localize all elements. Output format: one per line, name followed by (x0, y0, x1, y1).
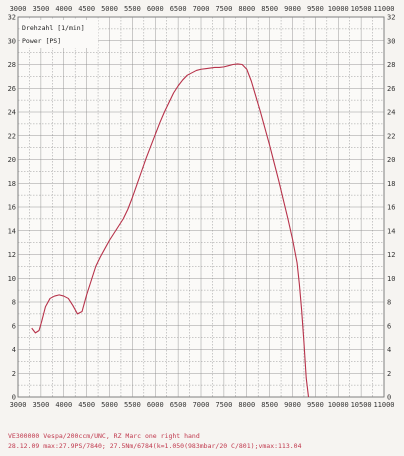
legend-entry-rpm: Drehzahl [1/min] (22, 24, 85, 32)
y-tick-label: 2 (387, 370, 391, 378)
x-tick-label: 6000 (147, 401, 164, 409)
series-line-power (31, 63, 310, 398)
y-tick-label: 28 (8, 61, 16, 69)
y-tick-label: 28 (387, 61, 395, 69)
y-tick-label: 32 (387, 14, 395, 22)
y-tick-label: 14 (387, 227, 395, 235)
x-tick-label: 8000 (238, 401, 255, 409)
x-tick-label: 4500 (78, 5, 95, 13)
x-tick-label: 9000 (284, 401, 301, 409)
y-tick-label: 10 (387, 275, 395, 283)
x-tick-label: 3000 (10, 5, 27, 13)
y-tick-label: 14 (8, 227, 16, 235)
x-tick-label: 10000 (328, 5, 349, 13)
y-tick-label: 24 (387, 109, 395, 117)
y-tick-label: 24 (8, 109, 16, 117)
y-tick-label: 6 (387, 322, 391, 330)
y-tick-label: 4 (12, 346, 16, 354)
y-tick-label: 18 (387, 180, 395, 188)
y-tick-label: 12 (387, 251, 395, 259)
x-tick-label: 5500 (124, 401, 141, 409)
x-tick-label: 10500 (351, 5, 372, 13)
x-tick-labels-bottom: 3000 3500 4000 4500 5000 5500 6000 6500 7000 7500… (10, 401, 395, 409)
x-tick-label: 10500 (351, 401, 372, 409)
y-tick-label: 10 (8, 275, 16, 283)
x-tick-label: 4500 (78, 401, 95, 409)
x-tick-label: 10000 (328, 401, 349, 409)
y-tick-label: 18 (8, 180, 16, 188)
grid-lines (17, 16, 385, 398)
y-tick-label: 6 (12, 322, 16, 330)
x-tick-label: 4000 (55, 401, 72, 409)
legend-entry-power: Power [PS] (22, 37, 61, 45)
footer-line-1: VE300000 Vespa/200ccm/UNC, RZ Marc one r… (8, 432, 200, 440)
footer-line-2: 28.12.09 max:27.9PS/7840; 27.5Nm/6784(k=… (8, 442, 302, 450)
x-tick-label: 7000 (193, 5, 210, 13)
y-tick-label: 16 (387, 204, 395, 212)
y-tick-label: 30 (387, 37, 395, 45)
x-tick-label: 5500 (124, 5, 141, 13)
y-tick-label: 32 (8, 14, 16, 22)
x-tick-label: 8500 (261, 401, 278, 409)
x-tick-label: 7500 (215, 401, 232, 409)
x-tick-label: 11000 (373, 5, 394, 13)
y-tick-label: 0 (12, 394, 16, 402)
y-tick-label: 26 (387, 85, 395, 93)
y-tick-label: 22 (8, 132, 16, 140)
y-tick-label: 2 (12, 370, 16, 378)
x-tick-label: 6000 (147, 5, 164, 13)
x-tick-label: 7500 (215, 5, 232, 13)
x-tick-label: 5000 (101, 5, 118, 13)
y-tick-label: 22 (387, 132, 395, 140)
x-tick-label: 3500 (32, 401, 49, 409)
x-tick-label: 11000 (373, 401, 394, 409)
y-tick-label: 20 (8, 156, 16, 164)
y-tick-label: 26 (8, 85, 16, 93)
x-tick-label: 8000 (238, 5, 255, 13)
y-tick-label: 8 (387, 299, 391, 307)
x-tick-label: 8500 (261, 5, 278, 13)
x-tick-label: 4000 (55, 5, 72, 13)
y-tick-label: 30 (8, 37, 16, 45)
series-group (31, 63, 310, 398)
y-tick-label: 16 (8, 204, 16, 212)
x-tick-labels-top: 3000 3500 4000 4500 5000 5500 6000 6500 7000 7500… (10, 5, 395, 13)
x-tick-label: 9500 (307, 5, 324, 13)
y-tick-label: 8 (12, 299, 16, 307)
y-tick-label: 4 (387, 346, 391, 354)
x-tick-label: 9500 (307, 401, 324, 409)
x-tick-label: 3000 (10, 401, 27, 409)
x-tick-label: 6500 (170, 5, 187, 13)
y-tick-label: 0 (387, 394, 391, 402)
x-tick-label: 9000 (284, 5, 301, 13)
x-tick-label: 3500 (32, 5, 49, 13)
y-tick-label: 20 (387, 156, 395, 164)
x-tick-label: 5000 (101, 401, 118, 409)
x-tick-label: 7000 (193, 401, 210, 409)
x-tick-label: 6500 (170, 401, 187, 409)
legend-box (20, 20, 98, 48)
y-tick-label: 12 (8, 251, 16, 259)
